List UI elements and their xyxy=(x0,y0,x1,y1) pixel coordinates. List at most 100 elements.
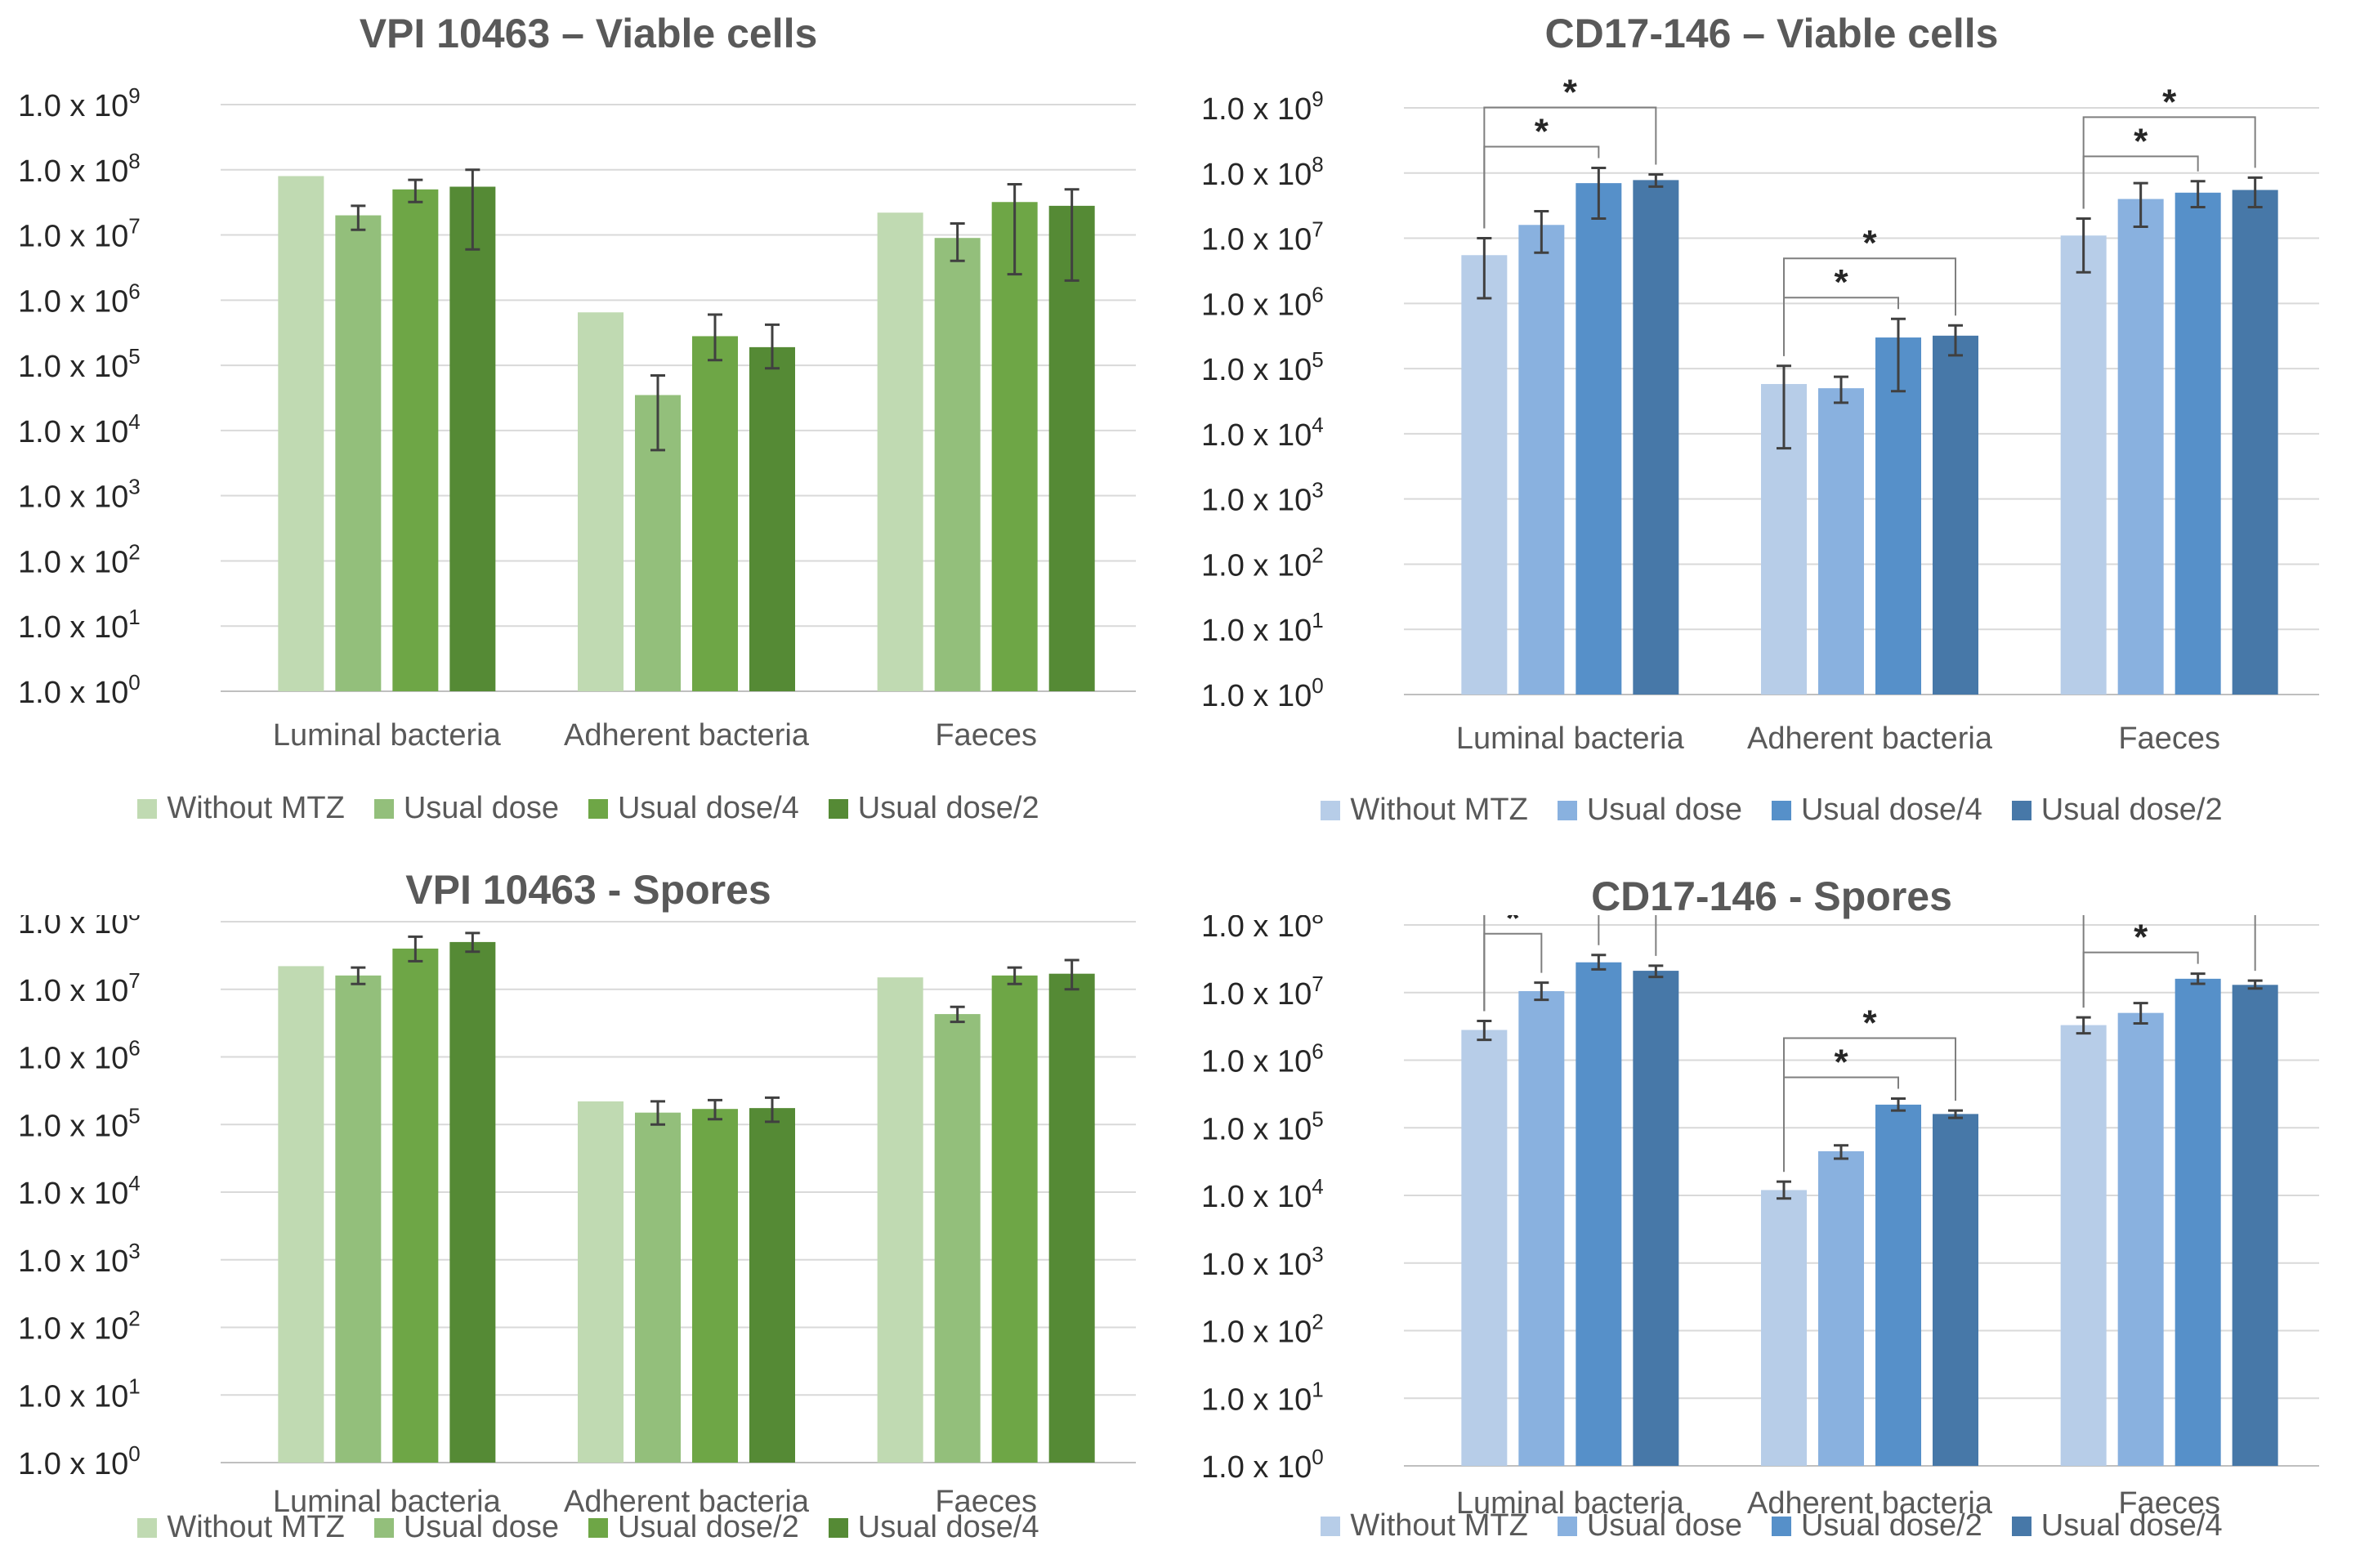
y-tick-label: 1.0 x 101 xyxy=(18,1374,141,1414)
significance-star: * xyxy=(1862,223,1877,263)
legend-swatch xyxy=(588,798,608,819)
legend-item: Usual dose/2 xyxy=(2011,793,2223,828)
x-category-label: Luminal bacteria xyxy=(1456,721,1685,756)
y-tick-exponent: 2 xyxy=(1312,543,1323,567)
y-tick-label: 1.0 x 105 xyxy=(18,344,141,384)
bar xyxy=(991,975,1038,1463)
bar xyxy=(2117,1012,2164,1466)
significance-star: * xyxy=(2134,121,2148,161)
x-category-label: Adherent bacteria xyxy=(1747,721,1993,756)
chart-title: CD17-146 - Spores xyxy=(1591,873,1952,919)
significance-star: * xyxy=(2162,915,2177,918)
bar xyxy=(335,215,382,691)
chart-plot: 1.0 x 100 1.0 x 101 1.0 x 102 1.0 x 103 1.0 … xyxy=(1201,915,2319,1520)
chart-panel-cd17-viable: CD17-146 – Viable cells 1.0 x 100 1.0 x 1… xyxy=(1183,0,2360,866)
y-tick-exponent: 5 xyxy=(128,344,140,369)
y-tick-exponent: 8 xyxy=(1312,152,1323,176)
y-tick-exponent: 3 xyxy=(1312,1242,1323,1266)
y-tick-exponent: 4 xyxy=(1312,1174,1323,1199)
y-tick-label: 1.0 x 108 xyxy=(1201,915,1324,944)
significance-star: * xyxy=(1862,1003,1877,1043)
legend-swatch xyxy=(1771,800,1791,820)
bar xyxy=(1048,973,1095,1463)
significance-star: * xyxy=(1563,72,1578,112)
legend-item: Usual dose xyxy=(373,1510,559,1545)
legend-item: Without MTZ xyxy=(137,791,345,826)
y-tick-label: 1.0 x 102 xyxy=(1201,1310,1324,1350)
legend-item: Usual dose xyxy=(1557,793,1742,828)
y-tick-label: 1.0 x 101 xyxy=(1201,1377,1324,1417)
bar xyxy=(877,977,923,1463)
significance-bracket xyxy=(1483,106,1657,229)
y-tick-label: 1.0 x 106 xyxy=(1201,282,1324,322)
y-tick-exponent: 7 xyxy=(128,968,140,993)
significance-star: * xyxy=(1834,262,1848,302)
legend-label: Usual dose/4 xyxy=(857,1510,1039,1544)
significance-bracket xyxy=(1483,915,1657,1012)
y-tick-label: 1.0 x 107 xyxy=(18,214,141,254)
x-category-label: Faeces xyxy=(935,1485,1037,1519)
bar xyxy=(2117,199,2164,695)
legend-label: Without MTZ xyxy=(1350,793,1528,827)
x-category-label: Luminal bacteria xyxy=(1456,1486,1685,1520)
bar xyxy=(1818,388,1864,695)
bar xyxy=(392,189,439,692)
bar xyxy=(449,941,496,1463)
bar xyxy=(278,176,324,692)
y-tick-label: 1.0 x 101 xyxy=(18,605,141,645)
bar xyxy=(2232,985,2278,1466)
legend-label: Without MTZ xyxy=(1350,1508,1528,1543)
legend-swatch xyxy=(1321,800,1341,820)
chart-panel-vpi-spores: VPI 10463 - Spores 1.0 x 100 1.0 x 101 1.0… xyxy=(0,866,1177,1568)
significance-star: * xyxy=(1834,1043,1848,1083)
y-tick-label: 1.0 x 103 xyxy=(1201,1242,1324,1282)
legend-label: Without MTZ xyxy=(167,791,345,825)
chart-title: CD17-146 – Viable cells xyxy=(1544,11,1999,56)
legend-swatch xyxy=(1771,1516,1791,1536)
legend-swatch xyxy=(1321,1516,1341,1536)
y-tick-label: 1.0 x 105 xyxy=(1201,347,1324,387)
y-tick-exponent: 7 xyxy=(1312,972,1323,996)
y-tick-exponent: 0 xyxy=(128,670,140,695)
y-tick-label: 1.0 x 100 xyxy=(18,1441,141,1481)
y-tick-label: 1.0 x 103 xyxy=(18,1239,141,1279)
bar xyxy=(1875,337,1921,695)
y-tick-label: 1.0 x 104 xyxy=(1201,1174,1324,1214)
bar xyxy=(2060,1025,2107,1466)
y-tick-exponent: 2 xyxy=(128,1307,140,1331)
y-tick-exponent: 5 xyxy=(128,1103,140,1128)
legend-label: Usual dose/2 xyxy=(1800,1508,1982,1543)
bar xyxy=(2175,978,2221,1466)
y-tick-exponent: 3 xyxy=(128,1239,140,1263)
legend-swatch xyxy=(828,798,848,819)
y-tick-label: 1.0 x 109 xyxy=(1201,87,1324,127)
significance-bracket xyxy=(2082,915,2256,1008)
legend-item: Without MTZ xyxy=(1321,793,1528,828)
significance-star: * xyxy=(1535,111,1549,151)
chart-legend: Without MTZ Usual dose Usual dose/2 Usual d… xyxy=(1183,1508,2360,1543)
bar xyxy=(1761,1190,1807,1466)
y-tick-exponent: 0 xyxy=(128,1441,140,1466)
bar xyxy=(1633,971,1679,1466)
legend-label: Without MTZ xyxy=(167,1510,345,1544)
y-tick-exponent: 8 xyxy=(128,149,140,173)
y-tick-label: 1.0 x 105 xyxy=(1201,1106,1324,1146)
significance-bracket xyxy=(1783,1037,1956,1173)
y-tick-exponent: 7 xyxy=(1312,217,1323,242)
y-tick-label: 1.0 x 108 xyxy=(1201,152,1324,192)
x-category-label: Faeces xyxy=(2118,1486,2220,1520)
y-tick-label: 1.0 x 100 xyxy=(1201,1445,1324,1485)
bar xyxy=(1576,962,1622,1466)
y-tick-exponent: 1 xyxy=(128,605,140,629)
bar xyxy=(1875,1104,1921,1466)
y-tick-exponent: 5 xyxy=(1312,347,1323,372)
y-tick-label: 1.0 x 102 xyxy=(18,1307,141,1347)
chart-legend: Without MTZ Usual dose Usual dose/4 Usual d… xyxy=(0,791,1177,826)
bar xyxy=(278,966,324,1463)
legend-label: Usual dose xyxy=(1586,793,1742,827)
y-tick-label: 1.0 x 108 xyxy=(18,149,141,189)
bar xyxy=(449,186,496,691)
bar xyxy=(692,1109,738,1463)
y-tick-label: 1.0 x 100 xyxy=(1201,673,1324,713)
chart-panel-cd17-spores: CD17-146 - Spores 1.0 x 100 1.0 x 101 1.0 … xyxy=(1183,866,2360,1568)
